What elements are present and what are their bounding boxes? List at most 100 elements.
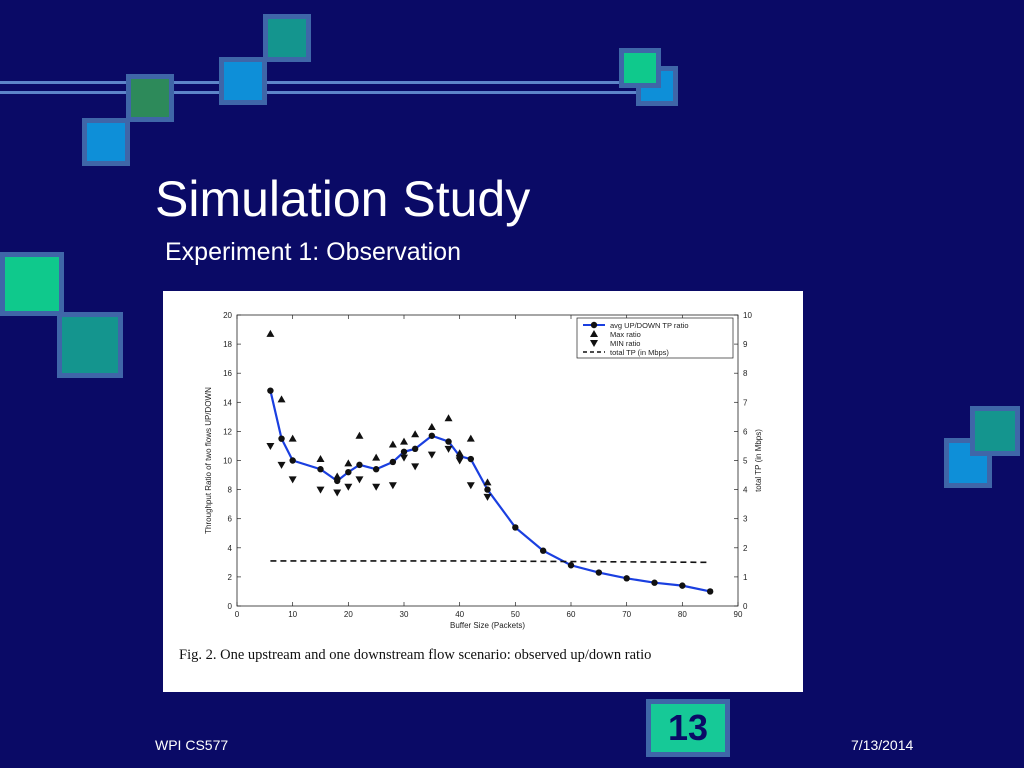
slide-subtitle: Experiment 1: Observation	[165, 238, 461, 266]
min-ratio-point	[400, 454, 408, 462]
footer-date: 7/13/2014	[851, 737, 914, 753]
page-number: 13	[646, 699, 730, 757]
avg-ratio-point	[400, 448, 408, 455]
avg-ratio-point	[345, 468, 352, 476]
x-axis-label: Buffer Size (Packets)	[450, 621, 525, 630]
max-ratio-point	[333, 472, 342, 480]
x-tick-label: 0	[235, 610, 240, 619]
x-tick-label: 80	[678, 610, 687, 619]
decor-square	[619, 48, 661, 88]
avg-ratio-point	[317, 466, 324, 473]
decor-square	[126, 74, 174, 122]
footer-course: WPI CS577	[155, 737, 229, 753]
min-ratio-point	[355, 476, 364, 484]
y-tick-label: 2	[228, 573, 233, 582]
legend-swatch-marker	[590, 330, 598, 337]
max-ratio-point	[277, 395, 286, 403]
min-ratio-point	[316, 486, 325, 494]
max-ratio-point	[444, 414, 453, 422]
legend-label: MIN ratio	[610, 339, 640, 348]
min-ratio-point	[483, 493, 492, 501]
avg-ratio-point	[278, 435, 285, 442]
y-tick-label: 10	[223, 457, 232, 466]
avg-ratio-point	[679, 582, 686, 589]
avg-ratio-point	[372, 466, 380, 473]
y-tick-label: 16	[223, 369, 232, 378]
figure-panel: 0 10 20 30 40 50 60 70 80 90 0 2 4 6 8 10 12 14 16 18 20 0 1 2 3…	[163, 291, 803, 692]
y2-tick-label: 10	[743, 311, 752, 320]
decor-square	[219, 57, 267, 105]
legend-swatch-marker	[590, 340, 598, 347]
x-tick-label: 90	[734, 610, 743, 619]
x-tick-label: 10	[288, 610, 297, 619]
avg-ratio-point	[623, 575, 630, 582]
y-tick-label: 20	[223, 311, 232, 320]
avg-ratio-point	[411, 445, 419, 453]
y2-axis-label: total TP (in Mbps)	[754, 429, 763, 492]
avg-ratio-point	[267, 387, 274, 394]
avg-ratio-point	[512, 524, 519, 531]
y2-tick-label: 8	[743, 369, 748, 378]
max-ratio-point	[466, 434, 475, 442]
avg-ratio-point	[651, 579, 658, 586]
figure-caption: Fig. 2. One upstream and one downstream …	[179, 647, 652, 663]
y2-tick-label: 0	[743, 602, 748, 611]
min-ratio-point	[444, 445, 453, 453]
max-ratio-point	[483, 478, 492, 486]
y-axis-label: Throughput Ratio of two flows UP/DOWN	[204, 387, 213, 534]
x-tick-label: 20	[344, 610, 353, 619]
min-ratio-point	[288, 476, 297, 484]
min-ratio-point	[344, 483, 353, 491]
throughput-ratio-chart: 0 10 20 30 40 50 60 70 80 90024681012141618200123…	[204, 311, 763, 630]
y2-tick-label: 6	[743, 427, 748, 436]
slide-title: Simulation Study	[155, 171, 531, 227]
max-ratio-point	[388, 440, 397, 448]
min-ratio-point	[277, 461, 286, 469]
avg-ratio-point	[467, 455, 474, 463]
decor-line-top	[0, 81, 660, 84]
avg-ratio-point	[539, 547, 547, 554]
y-tick-label: 14	[223, 398, 232, 407]
max-ratio-point	[455, 449, 464, 457]
min-ratio-point	[372, 483, 381, 491]
y-tick-label: 4	[228, 544, 233, 553]
max-ratio-point	[355, 431, 364, 439]
decor-line-bottom	[0, 91, 660, 94]
x-tick-label: 60	[567, 610, 576, 619]
min-ratio-point	[466, 482, 475, 490]
avg-ratio-point	[289, 457, 296, 464]
y2-tick-label: 9	[743, 340, 748, 349]
min-ratio-point	[455, 457, 464, 465]
y-tick-label: 6	[228, 515, 233, 524]
min-ratio-point	[427, 451, 436, 459]
avg-ratio-point	[567, 562, 575, 569]
min-ratio-point	[411, 463, 420, 471]
min-ratio-point	[266, 442, 275, 450]
legend-label: Max ratio	[610, 330, 641, 339]
decor-square	[263, 14, 311, 62]
max-ratio-point	[427, 423, 436, 431]
y2-tick-label: 3	[743, 515, 748, 524]
y-tick-label: 12	[223, 427, 232, 436]
decor-square	[0, 252, 64, 316]
decor-square	[57, 312, 123, 378]
x-tick-label: 30	[400, 610, 409, 619]
y-tick-label: 0	[228, 602, 233, 611]
series-total-tp-line	[270, 560, 711, 564]
avg-ratio-point	[428, 432, 436, 439]
avg-ratio-point	[595, 569, 603, 576]
avg-ratio-point	[445, 438, 452, 445]
x-tick-label: 40	[455, 610, 464, 619]
y2-tick-label: 4	[743, 486, 748, 495]
legend-swatch-marker	[590, 321, 598, 329]
min-ratio-point	[388, 482, 397, 490]
max-ratio-point	[344, 459, 353, 467]
y2-tick-label: 5	[743, 457, 748, 466]
y-tick-label: 18	[223, 340, 232, 349]
y-tick-label: 8	[228, 486, 233, 495]
decor-square	[82, 118, 130, 166]
avg-ratio-point	[356, 461, 363, 469]
avg-ratio-point	[484, 486, 491, 493]
decor-square	[970, 406, 1020, 456]
max-ratio-point	[266, 329, 275, 337]
